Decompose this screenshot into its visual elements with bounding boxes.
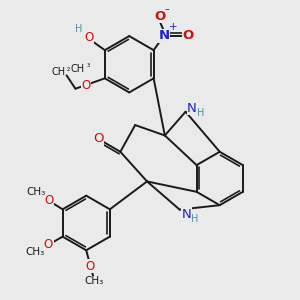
Text: H: H	[197, 108, 205, 118]
Text: O: O	[81, 79, 91, 92]
Text: O: O	[44, 238, 53, 251]
Text: ₂: ₂	[66, 64, 70, 73]
Text: CH₃: CH₃	[26, 188, 45, 197]
Text: +: +	[169, 22, 177, 32]
Text: O: O	[93, 132, 104, 145]
Text: N: N	[187, 102, 197, 115]
Text: H: H	[191, 214, 199, 224]
Text: N: N	[158, 29, 169, 42]
Text: O: O	[182, 29, 193, 42]
Text: CH: CH	[51, 68, 65, 77]
Text: CH: CH	[71, 64, 85, 74]
Text: CH₃: CH₃	[85, 276, 104, 286]
Text: O: O	[154, 10, 165, 23]
Text: O: O	[84, 31, 93, 44]
Text: N: N	[181, 208, 191, 220]
Text: ₃: ₃	[86, 60, 89, 69]
Text: -: -	[165, 3, 169, 16]
Text: H: H	[74, 24, 82, 34]
Text: O: O	[86, 260, 95, 272]
Text: CH₃: CH₃	[26, 248, 45, 257]
Text: O: O	[44, 194, 53, 207]
